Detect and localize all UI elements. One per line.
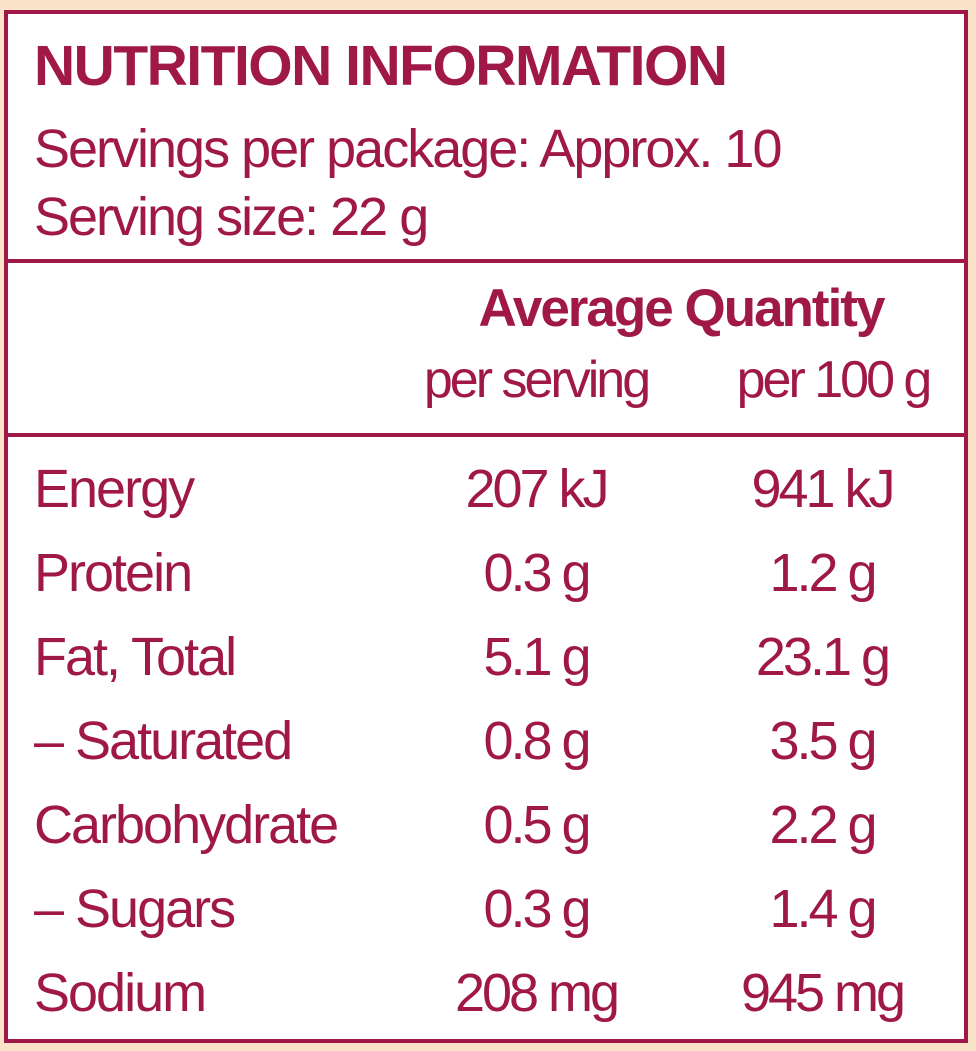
nutrient-name: Energy — [34, 459, 195, 519]
per-serving-value: 207 kJ — [465, 459, 609, 519]
per-100g-value: 3.5 g — [769, 711, 877, 771]
per-serving-value: 0.8 g — [483, 711, 591, 771]
per-serving-value: 0.3 g — [483, 879, 591, 939]
per-100g-value: 1.4 g — [769, 879, 877, 939]
per-serving-value: 0.3 g — [483, 543, 591, 603]
nutrition-panel: NUTRITION INFORMATION Servings per packa… — [4, 10, 968, 1043]
nutrient-name: Fat, Total — [34, 627, 237, 687]
nutrient-name: Carbohydrate — [34, 795, 339, 855]
average-quantity-heading: Average Quantity — [478, 279, 886, 338]
servings-per-package: Servings per package: Approx. 10 — [34, 119, 783, 179]
table-row: Protein 0.3 g 1.2 g — [8, 531, 964, 615]
table-row: Fat, Total 5.1 g 23.1 g — [8, 615, 964, 699]
per-100g-value: 945 mg — [740, 963, 906, 1023]
per-serving-value: 0.5 g — [483, 795, 591, 855]
table-divider — [8, 433, 964, 437]
header-divider — [8, 259, 964, 263]
per-100g-value: 23.1 g — [755, 627, 891, 687]
column-header-per-serving: per serving — [423, 351, 651, 409]
per-serving-value: 208 mg — [454, 963, 620, 1023]
table-row: – Saturated 0.8 g 3.5 g — [8, 699, 964, 783]
column-header-per-100g: per 100 g — [736, 351, 933, 409]
serving-size: Serving size: 22 g — [34, 187, 429, 247]
table-row: – Sugars 0.3 g 1.4 g — [8, 867, 964, 951]
per-100g-value: 941 kJ — [751, 459, 895, 519]
table-row: Energy 207 kJ 941 kJ — [8, 447, 964, 531]
per-100g-value: 2.2 g — [769, 795, 877, 855]
table-row: Sodium 208 mg 945 mg — [8, 951, 964, 1035]
table-row: Carbohydrate 0.5 g 2.2 g — [8, 783, 964, 867]
per-100g-value: 1.2 g — [769, 543, 877, 603]
nutrient-name: – Sugars — [34, 879, 236, 939]
nutrient-name: Protein — [34, 543, 193, 603]
nutrient-name: – Saturated — [34, 711, 293, 771]
per-serving-value: 5.1 g — [483, 627, 591, 687]
panel-title: NUTRITION INFORMATION — [34, 34, 728, 98]
nutrient-name: Sodium — [34, 963, 207, 1023]
